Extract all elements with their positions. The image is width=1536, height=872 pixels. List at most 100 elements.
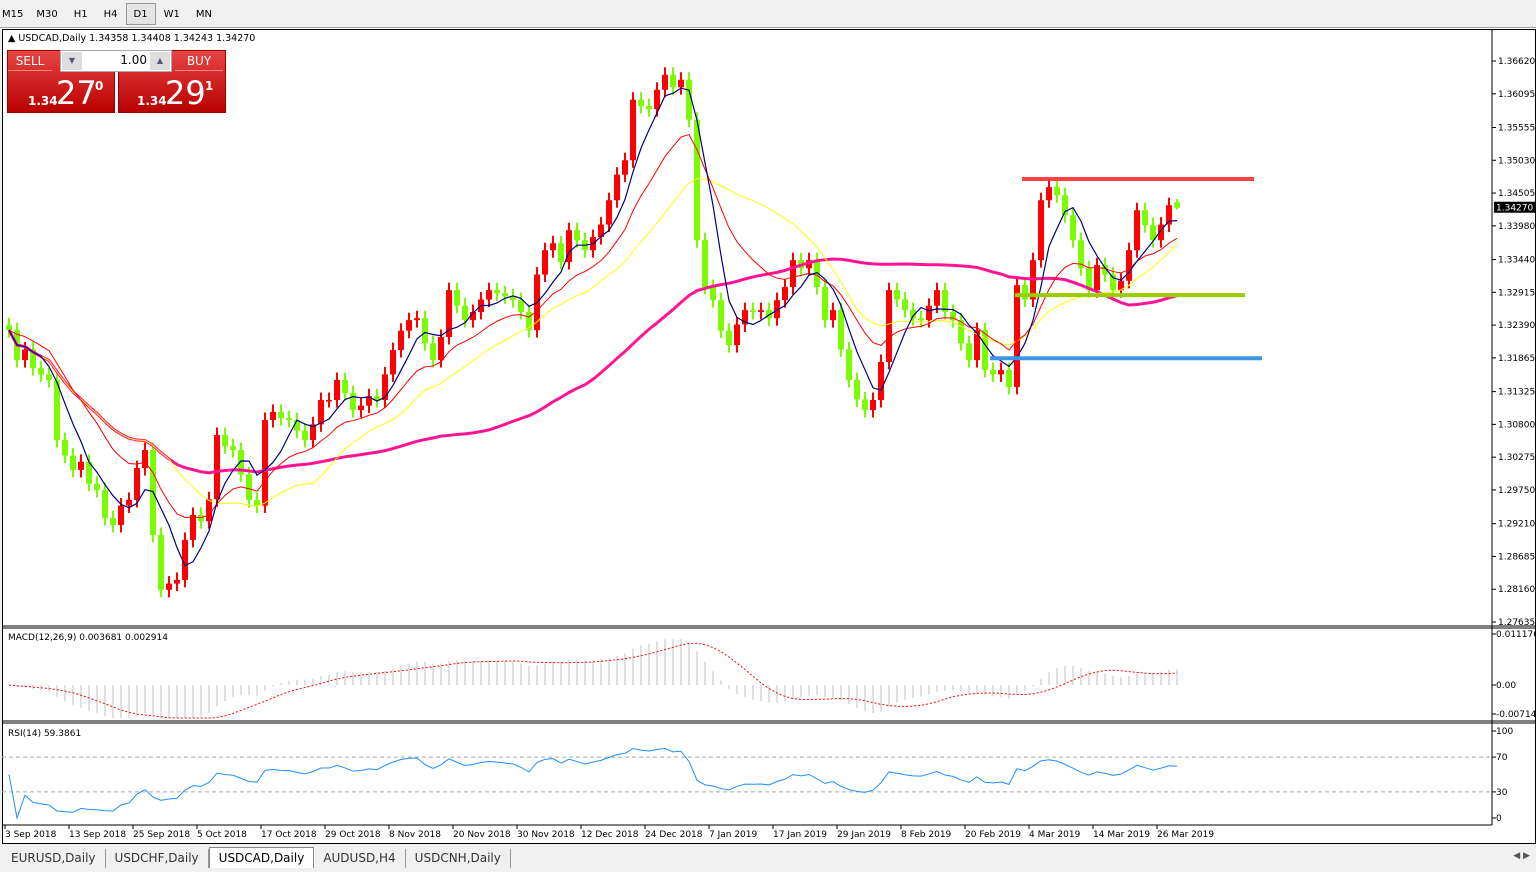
- bull-candle: [446, 290, 452, 337]
- tab-usdcnh-daily[interactable]: USDCNH,Daily: [406, 849, 511, 868]
- bull-candle: [414, 318, 420, 321]
- price-tick-label: 1.34505: [1498, 189, 1535, 199]
- bull-candle: [622, 160, 628, 175]
- bear-candle: [294, 420, 300, 431]
- buy-price-big: 29: [165, 74, 206, 112]
- rsi-label: RSI(14) 59.3861: [8, 729, 81, 739]
- timeframe-mn[interactable]: MN: [195, 8, 212, 20]
- bear-candle: [1022, 285, 1028, 300]
- timeframe-h4[interactable]: H4: [103, 8, 118, 20]
- lot-size-input[interactable]: 1.00: [120, 53, 147, 67]
- bull-candle: [614, 174, 620, 201]
- timeframe-h1[interactable]: H1: [73, 8, 88, 20]
- bull-candle: [662, 74, 668, 90]
- bull-candle: [630, 99, 636, 161]
- price-tick-label: 1.28160: [1498, 585, 1535, 595]
- bull-candle: [438, 336, 444, 361]
- bull-candle: [470, 311, 476, 321]
- bull-candle: [926, 305, 932, 321]
- timeframe-m30[interactable]: M30: [36, 8, 58, 20]
- chart-tabs: EURUSD,Daily USDCHF,Daily USDCAD,Daily AUDU…: [0, 846, 1536, 868]
- bear-candle: [670, 74, 676, 88]
- bear-candle: [230, 446, 236, 450]
- tab-eurusd-daily[interactable]: EURUSD,Daily: [2, 849, 106, 868]
- date-tick-label: 30 Nov 2018: [517, 830, 575, 840]
- bear-candle: [254, 499, 260, 506]
- bear-candle: [854, 380, 860, 400]
- price-tick-label: 1.30800: [1498, 420, 1535, 430]
- rsi-line: [8, 747, 1178, 820]
- macd-tick-label: -0.00714: [1496, 710, 1536, 720]
- price-tick-label: 1.35030: [1498, 156, 1535, 166]
- bull-candle: [22, 349, 28, 361]
- bear-candle: [1110, 274, 1116, 291]
- timeframe-toolbar: M15 M30 H1 H4 D1 W1 MN: [0, 0, 460, 27]
- bull-candle: [78, 461, 84, 470]
- price-tick-label: 1.33440: [1498, 256, 1535, 266]
- bear-candle: [110, 518, 116, 525]
- date-tick-label: 4 Mar 2019: [1029, 830, 1081, 840]
- bear-candle: [1142, 210, 1148, 226]
- price-tick-label: 1.32390: [1498, 321, 1535, 331]
- tab-usdchf-daily[interactable]: USDCHF,Daily: [106, 849, 209, 868]
- bull-candle: [1158, 224, 1164, 241]
- bear-candle: [558, 243, 564, 263]
- tab-scroll-arrows-icon[interactable]: ◀ ▶: [1513, 851, 1530, 861]
- sell-price-prefix: 1.34: [28, 94, 58, 108]
- decrease-lot-icon[interactable]: ▼: [62, 52, 82, 70]
- ma-mid-line: [8, 133, 1178, 519]
- bear-candle: [494, 290, 500, 294]
- date-tick-label: 17 Jan 2019: [773, 830, 827, 840]
- bull-candle: [326, 400, 332, 402]
- timeframe-m15[interactable]: M15: [2, 8, 24, 20]
- toolbar-divider: [0, 27, 1536, 29]
- bear-candle: [238, 449, 244, 475]
- macd-tick-label: 0.00: [1496, 681, 1516, 691]
- macd-tick-label: 0.011176: [1496, 630, 1536, 640]
- bear-candle: [894, 290, 900, 300]
- date-tick-label: 26 Mar 2019: [1157, 830, 1214, 840]
- bull-candle: [678, 79, 684, 88]
- lot-size-stepper[interactable]: ▼ 1.00 ▲: [60, 50, 172, 72]
- bear-candle: [430, 343, 436, 361]
- bull-candle: [1126, 250, 1132, 281]
- price-tick-label: 1.30275: [1498, 453, 1535, 463]
- bear-candle: [750, 310, 756, 312]
- bear-candle: [822, 287, 828, 321]
- bear-candle: [302, 430, 308, 440]
- bull-candle: [742, 310, 748, 325]
- bear-candle: [54, 380, 60, 440]
- increase-lot-icon[interactable]: ▲: [150, 52, 170, 70]
- current-price-badge: [1494, 201, 1536, 213]
- bull-candle: [310, 424, 316, 440]
- bull-candle: [182, 539, 188, 580]
- bull-candle: [390, 350, 396, 375]
- date-tick-label: 3 Sep 2018: [5, 830, 57, 840]
- timeframe-d1[interactable]: D1: [125, 2, 156, 25]
- bull-candle: [134, 468, 140, 500]
- timeframe-w1[interactable]: W1: [163, 8, 180, 20]
- bull-candle: [782, 287, 788, 301]
- bull-candle: [190, 514, 196, 540]
- bear-candle: [846, 349, 852, 381]
- bear-candle: [1150, 225, 1156, 241]
- bear-candle: [990, 370, 996, 375]
- bull-candle: [398, 330, 404, 351]
- date-tick-label: 24 Dec 2018: [645, 830, 703, 840]
- bull-candle: [270, 411, 276, 421]
- bull-candle: [118, 505, 124, 525]
- price-tick-label: 1.35555: [1498, 123, 1535, 133]
- bull-candle: [1166, 205, 1172, 225]
- bull-candle: [1046, 187, 1052, 201]
- buy-label: BUY: [175, 54, 223, 71]
- bear-candle: [1062, 195, 1068, 216]
- chart-title: ▲ USDCAD,Daily 1.34358 1.34408 1.34243 1…: [8, 33, 256, 44]
- bear-candle: [350, 393, 356, 411]
- tab-audusd-h4[interactable]: AUDUSD,H4: [314, 849, 406, 868]
- bear-candle: [702, 240, 708, 288]
- bear-candle: [342, 380, 348, 394]
- price-tick-label: 1.33980: [1498, 222, 1535, 232]
- tab-usdcad-daily[interactable]: USDCAD,Daily: [208, 847, 315, 868]
- date-tick-label: 29 Jan 2019: [837, 830, 891, 840]
